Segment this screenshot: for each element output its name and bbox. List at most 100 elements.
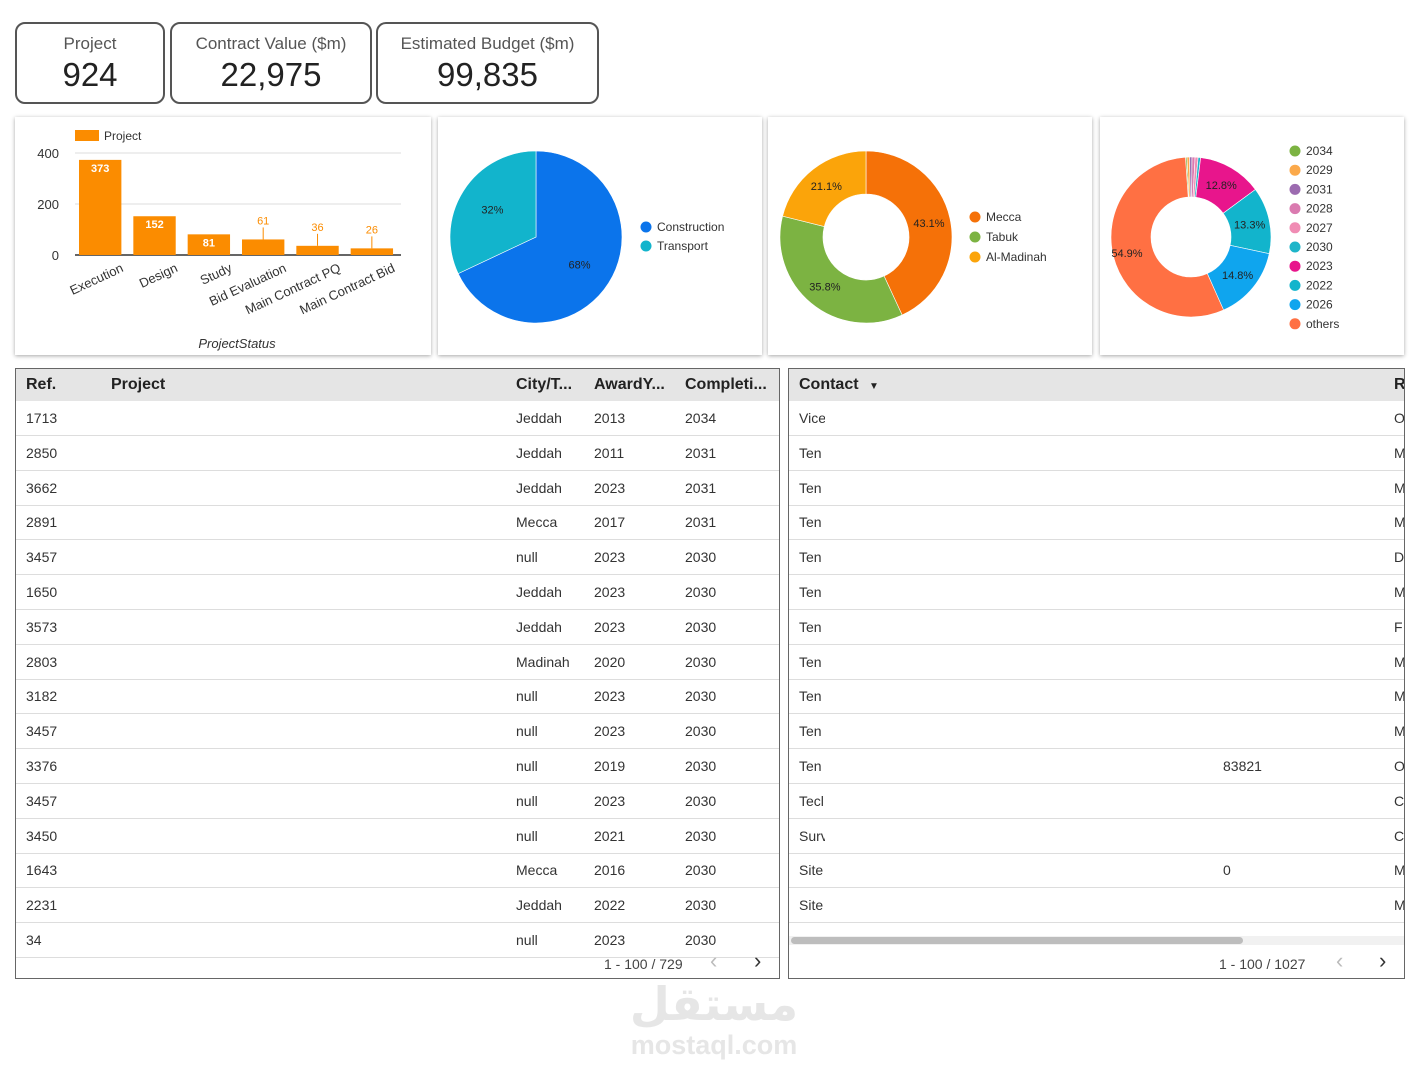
table-cell: 2022 xyxy=(594,897,626,914)
table-cell: M xyxy=(1394,862,1405,879)
x-tick-label: Execution xyxy=(67,260,125,298)
table-cell xyxy=(1223,575,1343,609)
legend-label: Mecca xyxy=(986,210,1022,224)
table-row[interactable]: Ten F xyxy=(789,610,1404,645)
column-header-r[interactable]: R xyxy=(1394,376,1405,393)
table-cell: Ten xyxy=(799,688,822,705)
table-cell: null xyxy=(516,827,538,844)
chevron-left-icon[interactable]: ‹ xyxy=(1336,948,1344,973)
table-row[interactable]: 3573 Jeddah 2023 2030 xyxy=(16,610,779,645)
table-row[interactable]: 34 null 2023 2030 xyxy=(16,923,779,958)
table-cell: M xyxy=(1394,514,1405,531)
column-header-contact[interactable]: Contact ▼ xyxy=(799,369,949,401)
donut-chart-year: 12.8% 13.3% 14.8% 54.9% 2034 2029 2031 2028 2027… xyxy=(1110,144,1339,331)
legend-dot xyxy=(640,240,652,252)
table-cell: M xyxy=(1394,479,1405,496)
table-cell: C xyxy=(1394,792,1405,809)
table-row[interactable]: Vice O xyxy=(789,401,1404,436)
table-row[interactable]: 1650 Jeddah 2023 2030 xyxy=(16,575,779,610)
table-cell: Ten xyxy=(799,653,822,670)
table-row[interactable]: Ten M xyxy=(789,471,1404,506)
kpi-value: 99,835 xyxy=(437,56,538,93)
table-cell xyxy=(111,679,411,713)
table-cell xyxy=(1223,471,1343,505)
column-header-ref[interactable]: Ref. xyxy=(26,376,57,393)
bar xyxy=(242,239,285,255)
table-row[interactable]: 2231 Jeddah 2022 2030 xyxy=(16,888,779,924)
chevron-right-icon[interactable]: › xyxy=(1379,948,1387,973)
table-cell: 2020 xyxy=(594,653,626,670)
table-row[interactable]: 1643 Mecca 2016 2030 xyxy=(16,853,779,889)
slice-label: 43.1% xyxy=(913,218,944,230)
table-row[interactable]: 3457 null 2023 2030 xyxy=(16,540,779,576)
caret-down-icon[interactable]: ▼ xyxy=(869,381,879,392)
pie-slice xyxy=(865,150,953,316)
table-header: Ref. Project City/T... AwardY... Complet… xyxy=(16,369,779,401)
column-header-project[interactable]: Project xyxy=(111,376,166,393)
table-row[interactable]: Ten M xyxy=(789,505,1405,541)
legend-label: Al-Madinah xyxy=(986,250,1047,264)
table-row[interactable]: 3450 null 2021 2030 xyxy=(16,819,779,854)
table-cell: 2030 xyxy=(685,758,717,774)
table-row[interactable]: 3376 null 2019 2030 xyxy=(16,749,779,784)
table-row[interactable]: Ten M xyxy=(789,436,1404,471)
table-cell xyxy=(111,610,411,644)
table-row[interactable]: 3182 null 2023 2030 xyxy=(16,679,779,715)
table-row[interactable]: Tecl C xyxy=(789,784,1404,819)
table-row[interactable]: Surv C xyxy=(789,819,1404,854)
pie-slice xyxy=(1110,156,1224,318)
table-row[interactable]: 3457 null 2023 2030 xyxy=(16,784,779,819)
table-row[interactable]: Ten 83821 O xyxy=(789,749,1404,784)
y-tick-label: 0 xyxy=(52,248,59,263)
table-cell: M xyxy=(1394,444,1405,461)
slice-label: 21.1% xyxy=(811,181,842,193)
table-cell xyxy=(1223,784,1343,818)
scrollbar-thumb[interactable] xyxy=(791,937,1243,944)
table-cell: 2011 xyxy=(594,444,625,461)
table-cell: Site xyxy=(799,862,824,879)
watermark-logo: مستقل mostaql.com xyxy=(626,978,802,1060)
bar-chart: 400 200 0 Project 373 Execution 152 Design 81 Stu… xyxy=(37,129,401,351)
chevron-left-icon[interactable]: ‹ xyxy=(710,948,718,973)
table-pager-text: 1 - 100 / 1027 xyxy=(1219,956,1306,972)
table-row[interactable]: 2891 Mecca 2017 2031 xyxy=(16,505,779,541)
column-header-award-year[interactable]: AwardY... xyxy=(594,376,665,393)
table-row[interactable]: Site M xyxy=(789,888,1404,924)
table-cell: Mecca xyxy=(516,862,558,879)
table-cell: 3457 xyxy=(26,723,58,740)
table-row[interactable]: Ten M xyxy=(789,575,1404,610)
projects-table[interactable]: Ref. Project City/T... AwardY... Complet… xyxy=(15,368,780,979)
table-row[interactable]: 2803 Madinah 2020 2030 xyxy=(16,645,779,680)
table-cell: 2030 xyxy=(685,653,717,670)
table-row[interactable]: 1713 Jeddah 2013 2034 xyxy=(16,401,779,436)
table-cell: 2030 xyxy=(685,688,717,705)
table-cell: Ten xyxy=(799,479,822,496)
donut-chart-year-panel: 12.8% 13.3% 14.8% 54.9% 2034 2029 2031 2028 2027… xyxy=(1100,117,1404,355)
legend-dot xyxy=(1289,299,1301,311)
table-cell: Ten xyxy=(799,618,822,635)
table-row[interactable]: Ten M xyxy=(789,645,1404,680)
table-row[interactable]: Site 0 M xyxy=(789,853,1405,889)
data-label: 26 xyxy=(366,224,378,236)
table-cell: 2034 xyxy=(685,410,717,426)
x-tick-label: Design xyxy=(137,260,180,291)
column-header-label: Contact xyxy=(799,376,859,393)
table-row[interactable]: Ten M xyxy=(789,714,1404,750)
column-header-city[interactable]: City/T... xyxy=(516,376,573,393)
table-row[interactable]: Ten D xyxy=(789,540,1404,576)
chevron-right-icon[interactable]: › xyxy=(754,948,762,973)
contacts-table[interactable]: Contact ▼ R Vice O Ten M Ten M Ten M Ten D Ten M Ten… xyxy=(788,368,1405,979)
table-row[interactable]: 2850 Jeddah 2011 2031 xyxy=(16,436,779,471)
table-row[interactable]: 3662 Jeddah 2023 2031 xyxy=(16,471,779,506)
column-header-completion[interactable]: Completi... xyxy=(685,376,767,393)
bar xyxy=(133,216,176,255)
table-cell: 3457 xyxy=(26,792,58,809)
table-row[interactable]: Ten M xyxy=(789,679,1404,715)
data-label: 81 xyxy=(203,237,215,249)
table-row[interactable]: 3457 null 2023 2030 xyxy=(16,714,779,750)
table-cell: Jeddah xyxy=(516,479,562,496)
table-cell: O xyxy=(1394,758,1405,774)
horizontal-scrollbar[interactable] xyxy=(789,936,1404,945)
legend-label: 2026 xyxy=(1306,298,1333,312)
table-cell: 2231 xyxy=(26,897,58,914)
